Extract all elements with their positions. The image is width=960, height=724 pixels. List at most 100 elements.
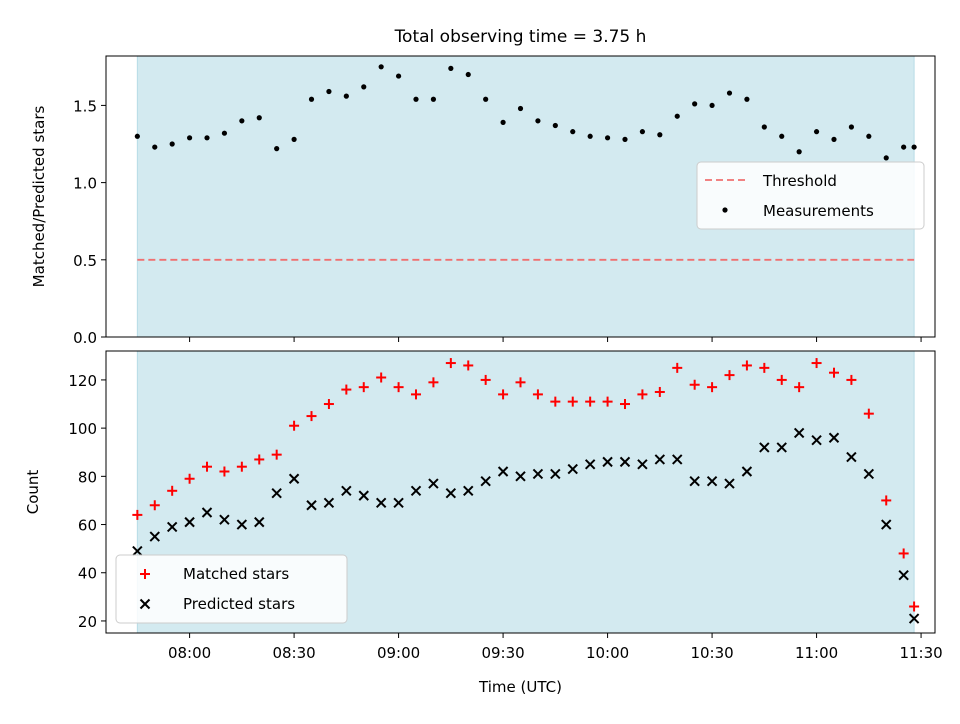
legend-matched-label: Matched stars — [183, 565, 289, 583]
predicted-star-point — [846, 451, 857, 463]
predicted-star-point — [811, 434, 822, 446]
measurement-point — [169, 141, 175, 147]
measurement-point — [692, 101, 698, 107]
matched-star-point — [567, 396, 578, 407]
x-tick-label: 08:30 — [272, 644, 315, 662]
measurement-point — [709, 102, 715, 109]
predicted-star-point — [393, 497, 404, 509]
matched-star-point — [411, 389, 422, 400]
predicted-star-point — [672, 454, 683, 465]
predicted-star-point — [254, 516, 265, 528]
y-axis-label-bottom: Count — [24, 470, 42, 515]
predicted-star-point — [149, 531, 160, 542]
matched-star-point — [909, 601, 920, 612]
measurement-point — [674, 113, 680, 119]
predicted-star-point — [428, 478, 439, 489]
measurement-point — [848, 124, 855, 130]
top-axes-frame — [105, 55, 936, 338]
measurement-point — [448, 65, 454, 71]
predicted-star-point — [654, 454, 666, 465]
predicted-star-point — [323, 497, 335, 509]
measurement-point — [911, 144, 917, 150]
measurement-point — [274, 146, 280, 152]
measurement-point — [483, 96, 489, 102]
matched-star-point — [376, 372, 387, 383]
matched-star-point — [323, 399, 334, 410]
measurement-point — [413, 96, 419, 102]
measurement-point — [326, 88, 332, 95]
predicted-star-point — [445, 487, 457, 499]
measurement-point — [239, 118, 245, 124]
measurement-point — [761, 124, 767, 130]
legend-measurements-swatch — [722, 207, 728, 213]
predicted-star-point — [759, 442, 770, 453]
matched-star-point — [828, 367, 839, 378]
y-tick-label-top: 1.0 — [73, 175, 97, 193]
predicted-star-point — [776, 442, 787, 453]
predicted-star-point — [584, 459, 596, 470]
measurement-point — [570, 129, 576, 135]
predicted-star-point — [706, 475, 718, 487]
predicted-star-point — [184, 516, 195, 528]
measurement-point — [308, 96, 315, 102]
measurement-point — [465, 71, 471, 78]
measurement-point — [604, 135, 611, 141]
matched-star-point — [132, 509, 143, 520]
predicted-star-point — [532, 468, 544, 480]
matched-star-point — [358, 382, 369, 393]
matched-star-point — [236, 461, 247, 472]
matched-star-point — [515, 377, 526, 388]
measurement-point — [291, 136, 297, 142]
predicted-star-point — [881, 519, 892, 530]
matched-star-point — [498, 389, 509, 400]
measurement-point — [744, 96, 750, 102]
predicted-star-point — [271, 487, 282, 499]
measurement-point — [639, 129, 646, 135]
matched-star-point — [846, 374, 857, 385]
matched-star-point — [202, 461, 213, 472]
matched-star-point — [794, 382, 805, 393]
predicted-star-point — [828, 432, 840, 443]
measurement-point — [796, 149, 802, 155]
legend-measurements-label: Measurements — [763, 202, 874, 220]
y-axis-label-top: Matched/Predicted stars — [30, 106, 48, 288]
y-tick-label-bottom: 80 — [78, 468, 97, 486]
measurement-point — [152, 144, 158, 150]
x-tick-label: 08:00 — [168, 644, 211, 662]
measurement-point — [813, 129, 820, 135]
matched-star-point — [550, 396, 561, 407]
measurement-point — [204, 135, 210, 141]
legend-bottom — [115, 554, 348, 624]
y-tick-label-top: 0.5 — [73, 252, 97, 270]
legend-predicted-swatch — [139, 598, 151, 610]
predicted-star-point — [724, 478, 735, 489]
measurement-point — [500, 119, 506, 125]
matched-star-point — [759, 362, 770, 373]
measurement-point — [726, 90, 733, 96]
matched-star-point — [811, 358, 822, 369]
predicted-star-point — [341, 485, 352, 497]
predicted-star-point — [550, 468, 561, 480]
predicted-star-point — [375, 497, 387, 509]
matched-star-point — [428, 377, 439, 388]
predicted-star-point — [480, 475, 491, 487]
measurement-point — [535, 118, 541, 124]
predicted-star-point — [515, 471, 526, 482]
predicted-star-point — [236, 519, 248, 530]
y-tick-label-top: 1.5 — [73, 97, 97, 115]
x-tick-label: 11:30 — [899, 644, 942, 662]
predicted-star-point — [306, 500, 317, 511]
matched-star-point — [532, 389, 543, 400]
measurement-point — [256, 115, 262, 121]
matched-star-point — [463, 360, 474, 371]
measurement-point — [517, 105, 524, 112]
x-tick-label: 09:00 — [377, 644, 420, 662]
predicted-star-point — [908, 613, 920, 624]
measurement-point — [779, 133, 785, 139]
measurement-point — [361, 84, 367, 90]
predicted-star-point — [219, 514, 230, 525]
matched-star-point — [619, 399, 630, 410]
x-tick-label: 11:00 — [795, 644, 838, 662]
